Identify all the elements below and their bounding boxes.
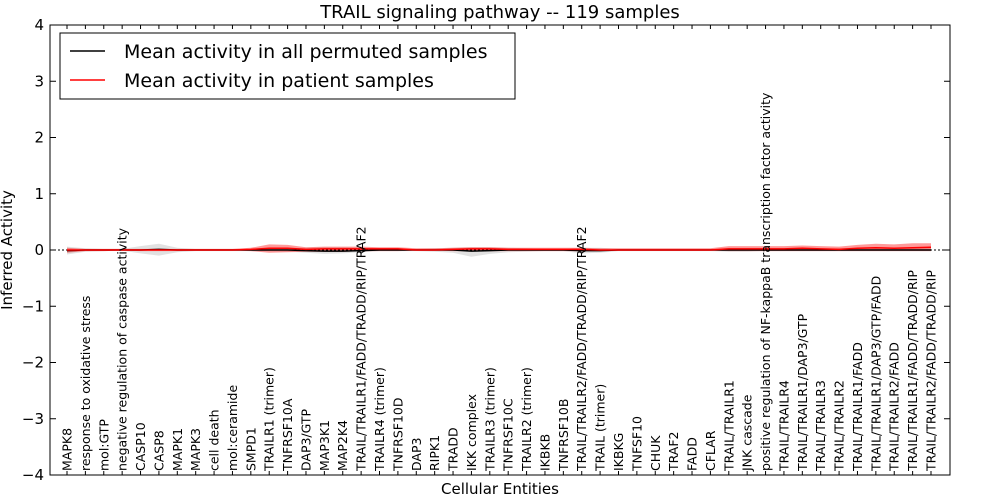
y-tick-labels: −4 −3 −2 −1 0 1 2 3 4 <box>22 16 44 484</box>
category-label: JNK cascade <box>740 394 755 472</box>
legend-box <box>59 32 516 100</box>
category-label: CASP8 <box>151 430 166 471</box>
category-label: MAP3K1 <box>317 420 332 471</box>
category-label: TRAIL/TRAILR2/FADD/TRADD/RIP <box>924 270 939 472</box>
category-label: TRAIL/TRAILR1/FADD/TRADD/RIP/TRAF2 <box>354 226 369 472</box>
category-label: MAPK1 <box>170 428 185 471</box>
category-label: DAP3/GTP <box>298 408 313 471</box>
category-label: CFLAR <box>703 430 718 471</box>
category-label: TRAIL/TRAILR1 <box>721 380 736 472</box>
category-label: TRAILR3 (trimer) <box>482 367 497 472</box>
category-label: TRAIL/TRAILR1/FADD/TRADD/RIP <box>905 270 920 472</box>
category-label: MAP2K4 <box>335 420 350 471</box>
y-tick-label: −4 <box>22 466 44 484</box>
legend: Mean activity in all permuted samples Me… <box>59 32 516 100</box>
category-label: DAP3 <box>409 438 424 471</box>
category-label: CASP10 <box>133 422 148 471</box>
category-label: TRAIL/TRAILR2/FADD <box>887 342 902 472</box>
category-label: response to oxidative stress <box>78 296 93 471</box>
category-label: negative regulation of caspase activity <box>115 227 130 471</box>
category-label: IKBKB <box>537 434 552 471</box>
y-tick-label: 2 <box>34 129 44 147</box>
category-label: IKBKG <box>611 433 626 471</box>
category-label: TRAIL (trimer) <box>593 384 608 472</box>
category-label: MAPK3 <box>188 428 203 471</box>
y-tick-label: −3 <box>22 410 44 428</box>
y-axis-label: Inferred Activity <box>0 190 16 310</box>
x-axis-label: Cellular Entities <box>441 480 559 498</box>
category-label: TRAIL/TRAILR2 <box>832 380 847 472</box>
y-tick-label: 0 <box>34 241 44 259</box>
category-label: RIPK1 <box>427 435 442 471</box>
series-line-patient <box>67 246 932 251</box>
legend-label-patient: Mean activity in patient samples <box>124 70 434 92</box>
category-label: TRAIL/TRAILR3 <box>813 380 828 472</box>
series-lines <box>66 246 932 252</box>
category-label: TRADD <box>446 427 461 472</box>
category-label: FADD <box>685 437 700 471</box>
y-tick-label: 4 <box>34 16 44 34</box>
category-label: TRAIL/TRAILR1/DAP3/GTP/FADD <box>868 276 883 472</box>
category-label: TNFRSF10C <box>501 398 516 472</box>
chart-title: TRAIL signaling pathway -- 119 samples <box>319 2 680 23</box>
y-tick-label: −2 <box>22 354 44 372</box>
category-label: TRAILR4 (trimer) <box>372 367 387 472</box>
category-label: TNFRSF10B <box>556 399 571 472</box>
category-label: positive regulation of NF-kappaB transcr… <box>758 92 773 471</box>
y-tick-label: 1 <box>34 185 44 203</box>
category-label: SMPD1 <box>243 427 258 471</box>
category-label: TRAIL/TRAILR4 <box>776 380 791 472</box>
category-label: mol:ceramide <box>225 385 240 471</box>
legend-label-permuted: Mean activity in all permuted samples <box>124 41 487 63</box>
y-tick-label: −1 <box>22 297 44 315</box>
category-label: mol:GTP <box>96 419 111 471</box>
category-label: TRAILR2 (trimer) <box>519 367 534 472</box>
category-label: TRAIL/TRAILR1/FADD <box>850 342 865 472</box>
category-label: TNFRSF10D <box>390 397 405 472</box>
category-label: TRAILR1 (trimer) <box>262 367 277 472</box>
y-tick-label: 3 <box>34 72 44 90</box>
category-label: MAPK8 <box>60 428 75 471</box>
category-label: TRAIL/TRAILR1/DAP3/GTP <box>795 313 810 472</box>
category-label: cell death <box>207 409 222 471</box>
category-label: TRAF2 <box>666 431 681 472</box>
axis-ticks <box>50 24 950 476</box>
category-labels: MAPK8 response to oxidative stress mol:GTP… <box>60 92 939 472</box>
category-label: CHUK <box>648 435 663 471</box>
category-label: TRAIL/TRAILR2/FADD/TRADD/RIP/TRAF2 <box>574 226 589 472</box>
category-label: IKK complex <box>464 394 479 471</box>
category-label: TNFRSF10A <box>280 398 295 472</box>
category-label: TNFSF10 <box>629 416 644 472</box>
